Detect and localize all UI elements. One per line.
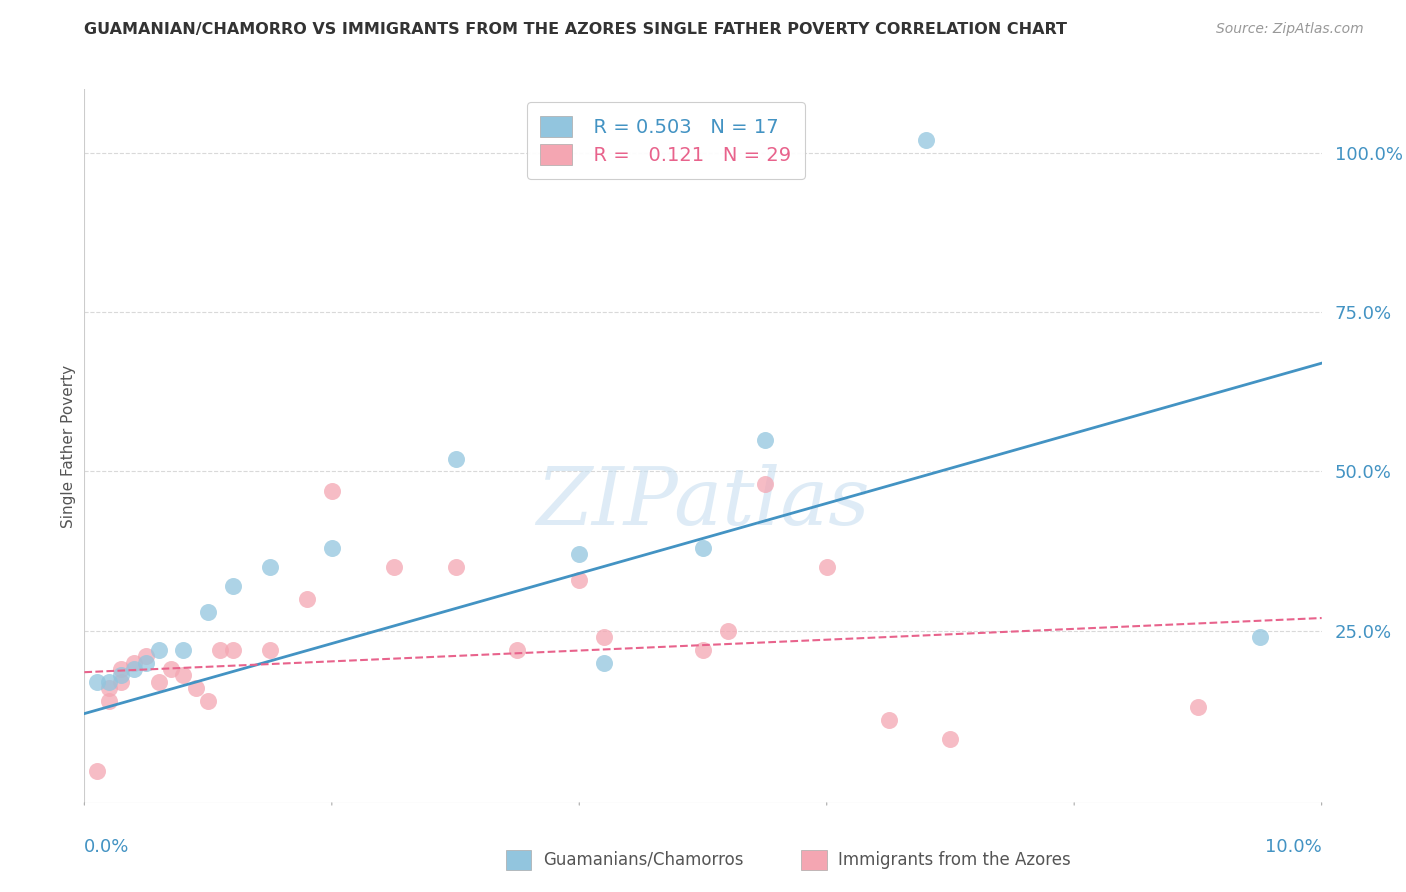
Point [568, 547, 591, 561]
Point [222, 643, 245, 657]
Point [110, 662, 132, 676]
Point [197, 694, 219, 708]
Point [295, 591, 318, 606]
Y-axis label: Single Father Poverty: Single Father Poverty [60, 365, 76, 527]
Point [914, 133, 936, 147]
Point [98, 694, 121, 708]
Point [135, 656, 157, 670]
Legend:   R = 0.503   N = 17,   R =   0.121   N = 29: R = 0.503 N = 17, R = 0.121 N = 29 [527, 103, 806, 179]
Point [122, 656, 145, 670]
Point [148, 674, 170, 689]
Point [122, 662, 145, 676]
Point [692, 643, 714, 657]
Point [568, 573, 591, 587]
Text: ZIPatlas: ZIPatlas [536, 465, 870, 541]
Point [110, 668, 132, 682]
Point [692, 541, 714, 555]
Point [172, 643, 194, 657]
Point [110, 674, 132, 689]
Point [506, 643, 529, 657]
Text: Source: ZipAtlas.com: Source: ZipAtlas.com [1216, 22, 1364, 37]
Point [98, 674, 121, 689]
Point [86, 764, 108, 778]
Point [135, 649, 157, 664]
Point [321, 541, 343, 555]
Point [815, 560, 838, 574]
Point [1249, 630, 1271, 644]
Point [321, 483, 343, 498]
Text: Guamanians/Chamorros: Guamanians/Chamorros [543, 851, 744, 869]
Point [444, 451, 467, 466]
Point [259, 643, 281, 657]
Point [877, 713, 900, 727]
Point [754, 433, 776, 447]
Point [754, 477, 776, 491]
Point [1187, 700, 1209, 714]
Point [939, 732, 962, 747]
Point [160, 662, 183, 676]
Point [444, 560, 467, 574]
Point [197, 605, 219, 619]
Text: GUAMANIAN/CHAMORRO VS IMMIGRANTS FROM THE AZORES SINGLE FATHER POVERTY CORRELATI: GUAMANIAN/CHAMORRO VS IMMIGRANTS FROM TH… [84, 22, 1067, 37]
Text: 0.0%: 0.0% [84, 838, 129, 855]
Point [717, 624, 740, 638]
Text: Immigrants from the Azores: Immigrants from the Azores [838, 851, 1071, 869]
Point [172, 668, 194, 682]
Point [593, 656, 616, 670]
Point [184, 681, 207, 695]
Point [382, 560, 405, 574]
Text: 10.0%: 10.0% [1265, 838, 1322, 855]
Point [259, 560, 281, 574]
Point [593, 630, 616, 644]
Point [209, 643, 232, 657]
Point [86, 674, 108, 689]
Point [222, 579, 245, 593]
Point [148, 643, 170, 657]
Point [98, 681, 121, 695]
